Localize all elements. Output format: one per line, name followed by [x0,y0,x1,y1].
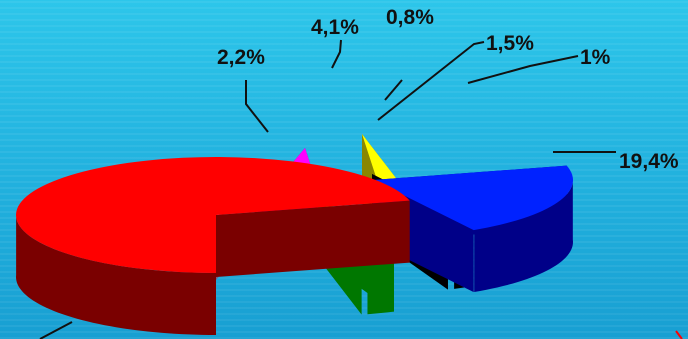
pie-slice-top [16,156,410,273]
leader-line-1 [39,321,73,339]
edge-mark [675,330,683,339]
pie-slice-side [367,249,394,315]
pie-slice-1 [16,156,410,335]
data-label-slice-5: 0,8% [386,6,434,29]
pie-slice-wall [216,200,410,277]
pie-slice-side [474,177,573,293]
data-label-slice-7: 2,2% [217,46,265,69]
data-label-slice-6: 4,1% [311,16,359,39]
pie-slice-top [362,134,406,192]
leader-line-3 [467,55,579,84]
leader-lines-layer [39,39,683,339]
pie-slice-top [373,165,574,231]
data-label-slice-4: 1,5% [486,32,534,55]
leader-line-7 [245,80,269,133]
slices-layer [16,134,574,335]
data-label-slice-3: 1% [580,46,611,69]
leader-line-6 [331,39,342,69]
pie-slice-side [16,212,216,335]
leader-line-5 [384,79,403,101]
data-labels-layer: 19,4% 1% 1,5% 0,8% 4,1% 2,2% [217,6,679,173]
data-label-slice-2: 19,4% [619,150,679,173]
leader-line-4 [377,41,485,121]
